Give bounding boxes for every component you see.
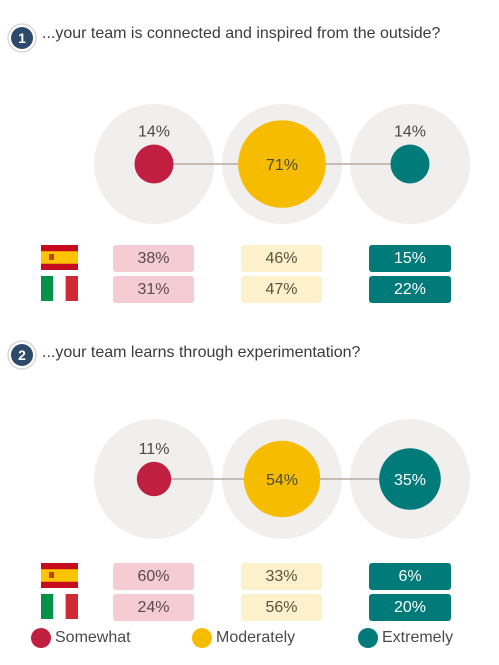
somewhat-value-cell: 31%	[113, 276, 194, 303]
spain-flag	[41, 563, 78, 588]
moderately-overall-label: 71%	[266, 157, 298, 174]
moderately-value-cell: 47%	[241, 276, 322, 303]
italy-flag	[41, 276, 78, 301]
moderately-value-cell: 33%	[241, 563, 322, 590]
extremely-value-cell: 20%	[369, 594, 451, 621]
extremely-bubble	[390, 144, 430, 184]
legend-item-somewhat: Somewhat	[31, 628, 131, 648]
somewhat-bubble	[136, 461, 172, 497]
extremely-value-cell: 15%	[369, 245, 451, 272]
question-2-badge: 2	[7, 340, 37, 370]
moderately-value-cell: 46%	[241, 245, 322, 272]
chart-2-row-italy: 24% 56% 20%	[0, 592, 499, 622]
question-1-title: ...your team is connected and inspired f…	[42, 25, 441, 42]
question-2-title: ...your team learns through experimentat…	[42, 344, 361, 361]
somewhat-value-cell: 38%	[113, 245, 194, 272]
moderately-color-swatch	[192, 628, 212, 648]
chart-2-bubbles: 11% 54% 35%	[94, 419, 470, 539]
legend-item-moderately: Moderately	[192, 628, 295, 648]
somewhat-value-cell: 60%	[113, 563, 194, 590]
somewhat-bubble	[134, 144, 174, 184]
legend-label: Extremely	[382, 629, 454, 646]
chart-1-row-spain: 38% 46% 15%	[0, 243, 499, 273]
extremely-overall-label: 14%	[394, 124, 426, 141]
moderately-bubble	[238, 120, 326, 208]
moderately-value-cell: 56%	[241, 594, 322, 621]
chart-1-row-italy: 31% 47% 22%	[0, 274, 499, 304]
extremely-color-swatch	[358, 628, 378, 648]
question-number: 2	[18, 347, 26, 363]
extremely-value-cell: 22%	[369, 276, 451, 303]
legend-label: Moderately	[216, 629, 296, 646]
badge-circle	[11, 27, 33, 49]
badge-circle	[11, 344, 33, 366]
extremely-bubble	[379, 448, 441, 510]
question-number: 1	[18, 30, 26, 46]
extremely-value-cell: 6%	[369, 563, 451, 590]
chart-1-bubbles: 14% 71% 14%	[94, 104, 470, 224]
somewhat-color-swatch	[31, 628, 51, 648]
somewhat-overall-label: 14%	[138, 124, 170, 141]
legend-item-extremely: Extremely	[358, 628, 453, 648]
legend-label: Somewhat	[55, 629, 131, 646]
spain-flag	[41, 245, 78, 270]
somewhat-value-cell: 24%	[113, 594, 194, 621]
question-1-badge: 1	[7, 23, 37, 53]
chart-2-row-spain: 60% 33% 6%	[0, 561, 499, 591]
legend: Somewhat Moderately Extremely	[0, 628, 499, 656]
italy-flag	[41, 594, 78, 619]
extremely-overall-label: 35%	[394, 472, 426, 489]
moderately-overall-label: 54%	[266, 472, 298, 489]
moderately-bubble	[243, 440, 321, 518]
somewhat-overall-label: 11%	[139, 441, 170, 458]
